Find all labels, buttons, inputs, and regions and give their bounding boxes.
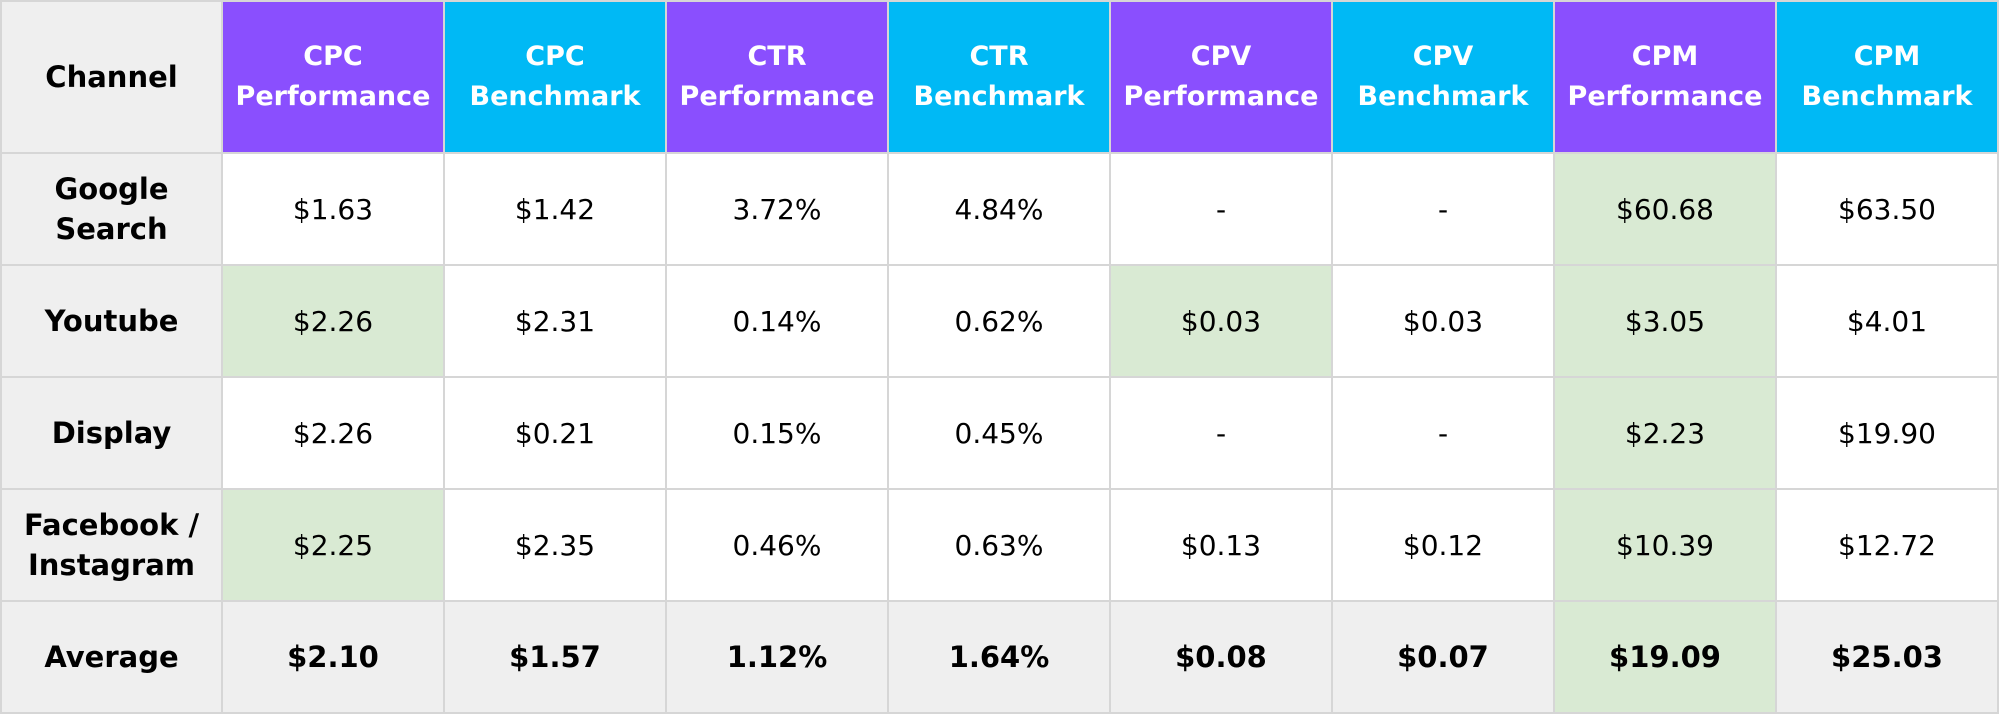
row-label-google-search: Google Search: [0, 152, 223, 266]
header-line: Benchmark: [1357, 81, 1529, 112]
average-cell: $25.03: [1775, 600, 1999, 714]
average-cell: 1.64%: [887, 600, 1111, 714]
table-cell: $1.63: [221, 152, 445, 266]
header-cpv-performance: CPV Performance: [1109, 0, 1333, 154]
header-line: CPV: [1412, 41, 1474, 72]
header-line: CPM: [1631, 41, 1699, 72]
table-cell: 0.15%: [665, 376, 889, 490]
header-cpc-benchmark: CPC Benchmark: [443, 0, 667, 154]
table-cell: 0.45%: [887, 376, 1111, 490]
table-cell-highlighted: $3.05: [1553, 264, 1777, 378]
header-ctr-performance: CTR Performance: [665, 0, 889, 154]
table-cell-highlighted: $0.03: [1109, 264, 1333, 378]
header-cpm-performance: CPM Performance: [1553, 0, 1777, 154]
table-cell-highlighted: $2.26: [221, 264, 445, 378]
table-row: Display $2.26 $0.21 0.15% 0.45% - - $2.2…: [0, 376, 1999, 490]
table-row: Google Search $1.63 $1.42 3.72% 4.84% - -…: [0, 152, 1999, 266]
average-cell: $0.08: [1109, 600, 1333, 714]
table-cell-highlighted: $2.25: [221, 488, 445, 602]
row-label-line: Facebook /: [23, 508, 200, 542]
header-line: CPC: [303, 41, 363, 72]
table-cell: $0.21: [443, 376, 667, 490]
table-cell: $0.12: [1331, 488, 1555, 602]
header-line: Performance: [679, 81, 875, 112]
table-cell-highlighted: $2.23: [1553, 376, 1777, 490]
table-cell: $0.03: [1331, 264, 1555, 378]
table-cell: $19.90: [1775, 376, 1999, 490]
header-line: Benchmark: [1801, 81, 1973, 112]
header-line: Performance: [1123, 81, 1319, 112]
header-line: CPC: [525, 41, 585, 72]
table-cell: -: [1331, 152, 1555, 266]
header-line: CTR: [747, 41, 807, 72]
average-cell: $0.07: [1331, 600, 1555, 714]
header-cpm-benchmark: CPM Benchmark: [1775, 0, 1999, 154]
header-cpc-performance: CPC Performance: [221, 0, 445, 154]
table-cell-highlighted: $10.39: [1553, 488, 1777, 602]
header-line: Benchmark: [469, 81, 641, 112]
header-line: Benchmark: [913, 81, 1085, 112]
table-cell: 4.84%: [887, 152, 1111, 266]
header-line: CTR: [969, 41, 1029, 72]
table-cell: 0.62%: [887, 264, 1111, 378]
header-line: Performance: [1567, 81, 1763, 112]
table-cell: $0.13: [1109, 488, 1333, 602]
average-cell: $2.10: [221, 600, 445, 714]
row-label-line: Instagram: [28, 548, 195, 582]
table-cell: -: [1331, 376, 1555, 490]
table-cell: $63.50: [1775, 152, 1999, 266]
table-cell: $12.72: [1775, 488, 1999, 602]
header-cpv-benchmark: CPV Benchmark: [1331, 0, 1555, 154]
header-row: Channel CPC Performance CPC Benchmark CTR P…: [0, 0, 1999, 154]
table-row: Facebook / Instagram $2.25 $2.35 0.46% 0.…: [0, 488, 1999, 602]
row-label-line: Search: [55, 212, 168, 246]
header-line: CPV: [1190, 41, 1252, 72]
table-cell: -: [1109, 152, 1333, 266]
table-cell: -: [1109, 376, 1333, 490]
header-ctr-benchmark: CTR Benchmark: [887, 0, 1111, 154]
row-label-line: Google: [54, 172, 169, 206]
table-row: Youtube $2.26 $2.31 0.14% 0.62% $0.03 $0…: [0, 264, 1999, 378]
table-cell: 0.46%: [665, 488, 889, 602]
table-cell: $2.35: [443, 488, 667, 602]
row-label-facebook-instagram: Facebook / Instagram: [0, 488, 223, 602]
table-cell: $4.01: [1775, 264, 1999, 378]
table-cell: 3.72%: [665, 152, 889, 266]
average-row: Average $2.10 $1.57 1.12% 1.64% $0.08 $0…: [0, 600, 1999, 714]
average-cell: $1.57: [443, 600, 667, 714]
table-cell: 0.14%: [665, 264, 889, 378]
row-label-display: Display: [0, 376, 223, 490]
table-cell: $1.42: [443, 152, 667, 266]
average-cell-highlighted: $19.09: [1553, 600, 1777, 714]
table-cell: 0.63%: [887, 488, 1111, 602]
table-cell: $2.26: [221, 376, 445, 490]
header-line: Performance: [235, 81, 431, 112]
row-label-average: Average: [0, 600, 223, 714]
average-cell: 1.12%: [665, 600, 889, 714]
header-line: CPM: [1853, 41, 1921, 72]
table-cell: $2.31: [443, 264, 667, 378]
row-label-youtube: Youtube: [0, 264, 223, 378]
header-channel: Channel: [0, 0, 223, 154]
table-cell-highlighted: $60.68: [1553, 152, 1777, 266]
